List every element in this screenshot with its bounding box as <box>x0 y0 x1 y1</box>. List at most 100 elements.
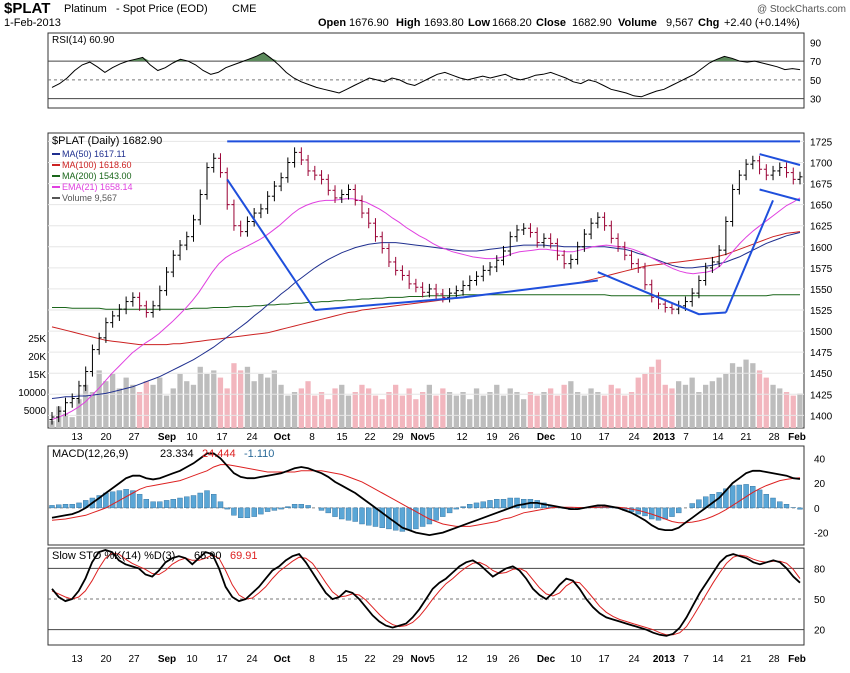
ohlc-bar <box>245 216 250 236</box>
volume-bar <box>258 374 263 428</box>
sto-legend-title: Slow STO %K(14) %D(3) <box>52 550 175 562</box>
ohlc-bar <box>488 262 493 275</box>
close-label: Close <box>536 17 566 29</box>
open-label: Open <box>318 17 346 29</box>
volume-tick-label: 20K <box>28 352 46 363</box>
price-legend-title: $PLAT (Daily) 1682.90 <box>52 135 162 147</box>
macd-hist-bar <box>164 500 169 507</box>
ohlc-bar <box>521 223 526 235</box>
macd-hist-bar <box>488 500 493 507</box>
macd-hist-bar <box>231 508 236 515</box>
price-tick-label: 1725 <box>810 137 833 148</box>
ohlc-bar <box>178 240 183 260</box>
volume-bar <box>447 392 452 428</box>
high-value: 1693.80 <box>424 17 464 29</box>
ohlc-bar <box>198 189 203 224</box>
volume-bar <box>703 385 708 428</box>
x-tick-label: 5 <box>429 654 435 665</box>
macd-hist-bar <box>225 508 230 509</box>
ohlc-bar <box>514 225 519 242</box>
ohlc-bar <box>218 153 223 177</box>
macd-hist-bar <box>757 490 762 508</box>
macd-hist-bar <box>50 505 55 508</box>
macd-hist-bar <box>178 498 183 508</box>
ohlc-bar <box>272 181 277 201</box>
ohlc-bar <box>97 333 102 355</box>
ohlc-bar <box>568 254 573 268</box>
ma100-line <box>52 232 800 345</box>
ohlc-bar <box>265 191 270 214</box>
sto-tick-label: 80 <box>814 564 826 575</box>
volume-bar <box>278 385 283 428</box>
x-tick-label: Sep <box>158 432 176 443</box>
volume-bar <box>757 370 762 428</box>
macd-hist-bar <box>339 508 344 519</box>
macd-hist-bar <box>798 508 803 509</box>
volume-bar <box>400 396 405 428</box>
macd-hist-bar <box>474 503 479 508</box>
volume-bar <box>353 392 358 428</box>
x-tick-label: 24 <box>246 654 258 665</box>
volume-bar <box>467 399 472 428</box>
macd-hist-bar <box>373 508 378 527</box>
low-value: 1668.20 <box>492 17 532 29</box>
x-tick-label: 28 <box>768 432 780 443</box>
macd-hist-bar <box>407 508 412 530</box>
macd-hist-bar <box>144 499 149 508</box>
macd-hist-bar <box>252 508 257 517</box>
ohlc-bar <box>171 250 176 277</box>
x-tick-label: 7 <box>683 432 689 443</box>
sto-legend-d: 69.91 <box>230 550 258 562</box>
macd-hist-bar <box>272 508 277 511</box>
volume-bar <box>150 385 155 428</box>
ohlc-bar <box>420 282 425 297</box>
volume-label: Volume <box>618 17 657 29</box>
macd-hist-bar <box>77 503 82 508</box>
ohlc-bar <box>339 189 344 202</box>
volume-bar <box>386 392 391 428</box>
sto-k-line <box>52 550 800 636</box>
ohlc-bar <box>474 271 479 285</box>
volume-bar <box>70 417 75 428</box>
macd-hist-bar <box>777 502 782 508</box>
price-tick-label: 1525 <box>810 306 833 317</box>
ohlc-bar <box>346 184 351 199</box>
volume-bar <box>535 396 540 428</box>
trendline <box>760 190 800 201</box>
macd-hist-bar <box>434 508 439 520</box>
volume-bar <box>393 385 398 428</box>
ohlc-bar <box>771 166 776 180</box>
chart-date: 1-Feb-2013 <box>4 17 61 29</box>
volume-tick-label: 5000 <box>24 406 47 417</box>
volume-bar <box>770 385 775 428</box>
x-tick-label: 27 <box>128 654 140 665</box>
volume-bar <box>568 381 573 428</box>
ohlc-bar <box>535 227 540 247</box>
volume-bar <box>541 392 546 428</box>
macd-hist-bar <box>696 500 701 508</box>
macd-hist-bar <box>56 505 61 508</box>
volume-bar <box>683 385 688 428</box>
volume-bar <box>690 378 695 428</box>
macd-hist-bar <box>771 498 776 508</box>
volume-bar <box>218 378 223 428</box>
volume-bar <box>191 385 196 428</box>
x-tick-label: 7 <box>683 654 689 665</box>
macd-hist-bar <box>70 504 75 508</box>
macd-hist-bar <box>501 499 506 508</box>
legend-item: MA(50) 1617.11 <box>62 149 126 159</box>
x-tick-label: Dec <box>537 432 556 443</box>
volume-bar <box>487 392 492 428</box>
trendline <box>227 179 315 310</box>
x-tick-label: 10 <box>186 654 198 665</box>
volume-tick-label: 25K <box>28 334 46 345</box>
volume-bar <box>420 392 425 428</box>
ohlc-bar <box>589 218 594 239</box>
volume-bar <box>312 396 317 428</box>
volume-tick-label: 10000 <box>18 388 46 399</box>
ohlc-bar <box>359 195 364 218</box>
x-tick-label: 21 <box>740 432 752 443</box>
macd-hist-bar <box>420 508 425 527</box>
